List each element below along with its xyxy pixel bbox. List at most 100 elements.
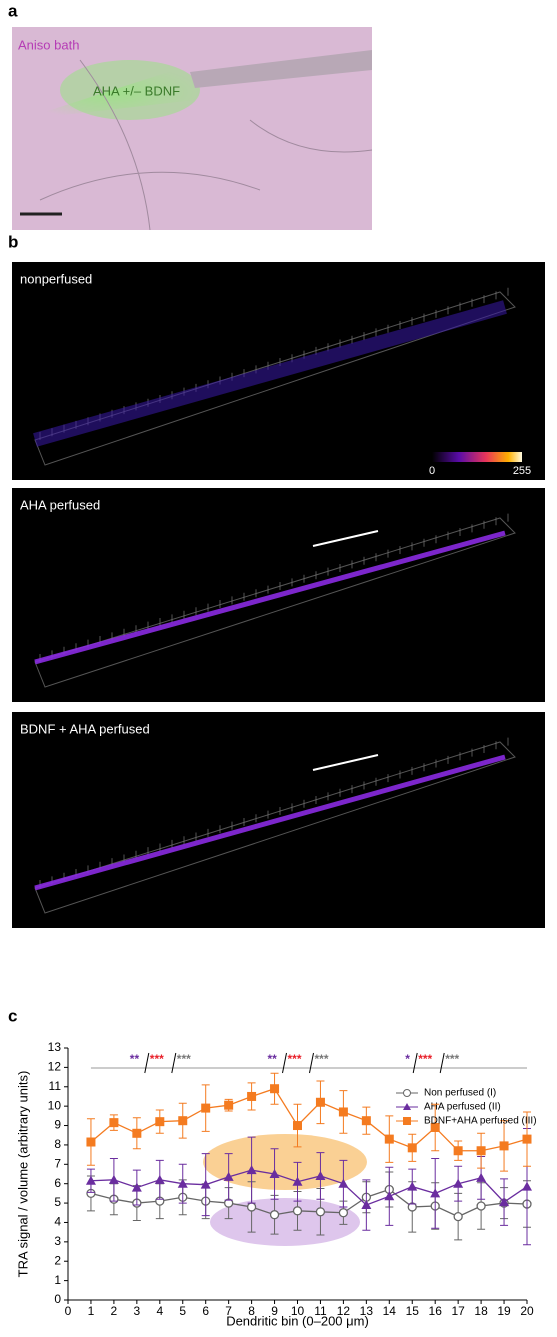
marker — [246, 1202, 257, 1212]
marker — [108, 1174, 119, 1184]
x-tick-label: 10 — [291, 1304, 305, 1318]
y-axis-label: TRA signal / volume (arbitrary units) — [15, 1071, 30, 1278]
highlight-ellipse — [203, 1134, 367, 1190]
marker — [315, 1097, 325, 1107]
marker — [178, 1116, 188, 1126]
marker — [200, 1179, 211, 1189]
legend-marker — [403, 1089, 411, 1097]
marker — [246, 1165, 257, 1175]
separator — [412, 1052, 418, 1074]
y-tick-label: 8 — [54, 1137, 61, 1151]
y-tick-label: 12 — [48, 1060, 62, 1074]
legend-label: BDNF+AHA perfused (III) — [424, 1116, 537, 1127]
marker — [85, 1175, 96, 1185]
significance: *** — [418, 1052, 432, 1066]
x-tick-label: 19 — [497, 1304, 511, 1318]
significance: ** — [268, 1052, 278, 1066]
y-tick-label: 13 — [48, 1040, 62, 1054]
y-tick-label: 6 — [54, 1176, 61, 1190]
dye-plume — [60, 60, 200, 120]
y-tick-label: 7 — [54, 1156, 61, 1170]
x-tick-label: 3 — [134, 1304, 141, 1318]
marker — [522, 1181, 532, 1191]
dendrite — [33, 300, 507, 447]
dendrite — [34, 530, 506, 665]
marker — [384, 1134, 394, 1144]
marker — [499, 1197, 510, 1207]
significance: *** — [288, 1052, 302, 1066]
x-tick-label: 5 — [179, 1304, 186, 1318]
colorbar — [432, 452, 522, 462]
marker — [109, 1118, 119, 1128]
significance: *** — [177, 1052, 191, 1066]
marker — [292, 1176, 303, 1186]
marker — [361, 1200, 372, 1210]
marker — [338, 1107, 348, 1117]
x-tick-label: 16 — [429, 1304, 443, 1318]
marker — [338, 1178, 349, 1188]
marker — [430, 1188, 441, 1198]
y-tick-label: 4 — [54, 1215, 61, 1229]
marker — [361, 1116, 371, 1126]
separator — [144, 1052, 150, 1074]
marker — [86, 1137, 96, 1147]
marker — [177, 1178, 188, 1188]
x-tick-label: 1 — [88, 1304, 95, 1318]
marker — [407, 1181, 418, 1191]
scale-bar — [312, 754, 379, 771]
marker — [247, 1091, 257, 1101]
significance: ** — [130, 1052, 140, 1066]
y-tick-label: 3 — [54, 1234, 61, 1248]
significance: *** — [445, 1052, 459, 1066]
marker — [224, 1100, 234, 1110]
y-tick-label: 5 — [54, 1195, 61, 1209]
legend-label: AHA perfused (II) — [424, 1102, 501, 1113]
image-label: BDNF + AHA perfused — [20, 721, 150, 736]
x-tick-label: 7 — [225, 1304, 232, 1318]
marker — [315, 1207, 326, 1217]
marker — [384, 1191, 395, 1201]
y-tick-label: 1 — [54, 1273, 61, 1287]
panel-label: b — [8, 232, 18, 251]
marker — [201, 1103, 211, 1113]
x-tick-label: 18 — [474, 1304, 488, 1318]
legend-marker — [403, 1117, 411, 1125]
x-tick-label: 14 — [383, 1304, 397, 1318]
separator — [309, 1052, 314, 1074]
marker — [407, 1143, 417, 1153]
marker — [155, 1117, 165, 1127]
bounding-box — [34, 741, 516, 914]
marker — [453, 1146, 463, 1156]
separator — [282, 1052, 287, 1074]
x-tick-label: 11 — [314, 1304, 327, 1318]
x-tick-label: 13 — [360, 1304, 374, 1318]
significance: * — [405, 1052, 410, 1066]
x-tick-label: 6 — [202, 1304, 209, 1318]
separator — [439, 1052, 445, 1074]
x-tick-label: 8 — [248, 1304, 255, 1318]
colorbar-label: 0 — [429, 465, 435, 477]
panel-label: c — [8, 1006, 17, 1025]
y-tick-label: 11 — [49, 1079, 62, 1093]
marker — [131, 1182, 142, 1192]
x-tick-label: 9 — [271, 1304, 278, 1318]
bath-label: Aniso bath — [18, 37, 79, 52]
legend-label: Non perfused (I) — [424, 1088, 496, 1099]
x-tick-label: 15 — [406, 1304, 420, 1318]
separator — [171, 1052, 177, 1074]
marker — [476, 1172, 487, 1182]
image-label: nonperfused — [20, 271, 92, 286]
significance: *** — [150, 1052, 164, 1066]
marker — [269, 1210, 280, 1220]
scale-bar — [312, 530, 379, 547]
x-tick-label: 4 — [156, 1304, 163, 1318]
y-tick-label: 9 — [54, 1118, 61, 1132]
x-tick-label: 17 — [451, 1304, 465, 1318]
x-tick-label: 12 — [337, 1304, 351, 1318]
bounding-box — [34, 517, 516, 688]
marker — [270, 1084, 280, 1094]
pipette-label: AHA +/– BDNF — [93, 83, 180, 98]
dendrite — [34, 754, 506, 891]
marker — [223, 1171, 234, 1181]
